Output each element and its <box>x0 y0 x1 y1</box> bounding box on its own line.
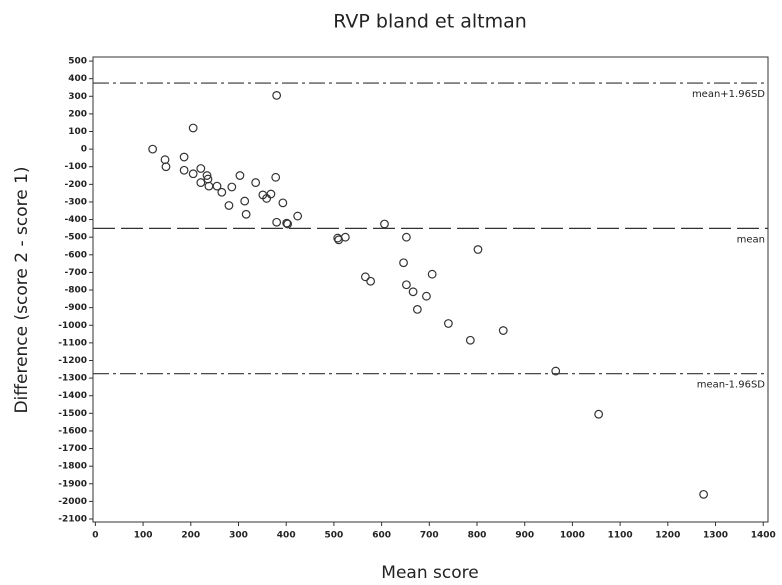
x-tick-label: 600 <box>372 531 391 541</box>
point <box>283 219 293 229</box>
point <box>196 178 206 187</box>
y-tick-label: -500 <box>64 233 87 243</box>
point <box>402 232 411 242</box>
point <box>282 218 292 228</box>
y-tick-label: 500 <box>68 57 87 67</box>
point <box>293 211 303 221</box>
x-tick-label: 500 <box>325 531 344 541</box>
point <box>380 219 389 229</box>
x-tick-label: 200 <box>181 531 200 541</box>
point <box>340 232 350 242</box>
point <box>227 182 237 192</box>
point <box>196 164 206 173</box>
point <box>202 171 212 180</box>
point <box>699 489 709 499</box>
y-tick-label: -1100 <box>58 338 87 348</box>
point <box>272 90 282 100</box>
point <box>271 172 281 182</box>
point <box>594 409 604 419</box>
point <box>241 209 251 219</box>
point <box>188 169 198 179</box>
y-tick-label: -1700 <box>58 444 87 454</box>
reference-label: mean-1.96SD <box>697 380 766 391</box>
point <box>148 144 158 154</box>
x-tick-label: 900 <box>515 531 534 541</box>
y-tick-label: -900 <box>64 303 87 313</box>
y-tick-label: -300 <box>64 197 87 207</box>
y-tick-label: 300 <box>68 92 87 102</box>
y-tick-label: -1900 <box>58 479 87 489</box>
y-tick-label: -1300 <box>58 374 87 384</box>
point <box>360 272 370 282</box>
y-tick-label: 200 <box>68 109 87 119</box>
y-tick-label: 0 <box>81 145 87 155</box>
point <box>160 155 170 165</box>
point <box>212 181 222 191</box>
y-tick-label: -1400 <box>58 391 87 401</box>
point <box>179 152 189 162</box>
x-tick-label: 1000 <box>560 531 585 541</box>
point <box>443 319 453 328</box>
x-tick-label: 300 <box>229 531 248 541</box>
y-tick-label: -1800 <box>58 462 87 472</box>
point <box>278 198 288 208</box>
point <box>272 217 282 227</box>
point <box>551 366 561 376</box>
point <box>204 181 214 191</box>
y-tick-label: -400 <box>64 215 87 225</box>
x-tick-label: 400 <box>277 531 296 541</box>
y-tick-label: -600 <box>64 250 87 260</box>
point <box>408 287 418 297</box>
x-tick-label: 800 <box>468 531 487 541</box>
point <box>235 171 245 180</box>
reference-label: mean <box>737 234 765 245</box>
point <box>188 123 198 133</box>
point <box>498 326 508 335</box>
point <box>465 335 475 345</box>
y-tick-label: 400 <box>68 74 87 84</box>
y-tick-label: -100 <box>64 162 87 172</box>
x-tick-label: 1400 <box>751 531 776 541</box>
point <box>251 178 261 187</box>
y-tick-label: -2100 <box>58 515 87 525</box>
y-tick-label: -800 <box>64 286 87 296</box>
x-tick-label: 1200 <box>655 531 680 541</box>
y-tick-label: -700 <box>64 268 87 278</box>
point <box>402 280 411 290</box>
point <box>399 258 408 268</box>
plot-frame <box>92 56 769 523</box>
point <box>473 245 483 254</box>
y-tick-label: -1200 <box>58 356 87 366</box>
x-tick-label: 0 <box>92 531 98 541</box>
y-tick-label: 100 <box>68 127 87 137</box>
y-tick-label: -200 <box>64 180 87 190</box>
point <box>161 162 171 172</box>
x-tick-label: 700 <box>420 531 439 541</box>
x-tick-label: 100 <box>134 531 153 541</box>
point <box>266 189 276 199</box>
x-axis-label: Mean score <box>381 563 478 583</box>
y-axis-label: Difference (score 2 - score 1) <box>12 166 32 413</box>
point <box>240 196 250 206</box>
x-tick-label: 1300 <box>703 531 728 541</box>
y-tick-label: -1000 <box>58 321 87 331</box>
y-tick-label: -2000 <box>58 497 87 507</box>
reference-label: mean+1.96SD <box>692 89 765 100</box>
point <box>412 305 422 314</box>
point <box>366 276 376 286</box>
x-tick-label: 1100 <box>608 531 633 541</box>
point <box>427 269 437 279</box>
chart-title: RVP bland et altman <box>333 11 527 33</box>
point <box>422 291 431 301</box>
y-tick-label: -1600 <box>58 426 87 436</box>
y-tick-label: -1500 <box>58 409 87 419</box>
point <box>179 165 189 175</box>
point <box>224 201 234 210</box>
point <box>217 187 227 197</box>
